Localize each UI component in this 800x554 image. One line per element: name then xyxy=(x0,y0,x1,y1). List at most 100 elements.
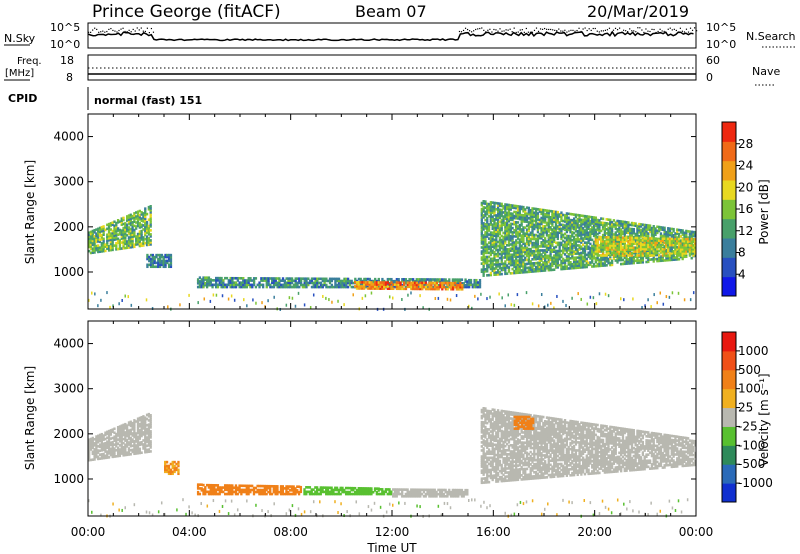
range-gate-cell xyxy=(540,249,543,252)
range-gate-cell xyxy=(424,283,427,287)
range-gate-cell xyxy=(652,227,655,230)
range-gate-cell xyxy=(690,244,693,247)
range-gate-cell xyxy=(215,279,218,282)
range-gate-cell xyxy=(111,442,114,446)
range-gate-cell xyxy=(544,215,547,218)
range-gate-cell xyxy=(437,278,440,281)
range-gate-cell xyxy=(500,242,503,246)
range-gate-cell xyxy=(522,214,525,217)
range-gate-cell xyxy=(491,215,494,218)
range-gate-cell xyxy=(95,246,98,250)
range-gate-cell xyxy=(540,255,543,258)
range-gate-cell xyxy=(381,281,384,284)
range-gate-cell xyxy=(677,245,681,249)
range-gate-cell xyxy=(654,229,657,232)
range-gate-cell xyxy=(231,492,234,496)
range-gate-cell xyxy=(627,236,630,240)
range-gate-cell xyxy=(336,279,339,283)
range-gate-cell xyxy=(534,211,538,215)
range-gate-cell xyxy=(142,431,145,434)
range-gate-cell xyxy=(169,257,173,261)
range-gate-cell xyxy=(536,257,540,261)
range-gate-cell xyxy=(247,277,250,280)
range-gate-cell xyxy=(363,277,366,281)
range-gate-cell xyxy=(533,237,536,241)
range-gate-cell xyxy=(681,241,684,245)
range-gate-cell xyxy=(589,215,592,219)
range-gate-cell xyxy=(325,283,328,287)
range-gate-cell xyxy=(106,436,109,440)
range-gate-cell xyxy=(507,237,511,241)
range-gate-cell xyxy=(100,438,103,442)
range-gate-cell xyxy=(89,241,93,244)
range-gate-cell xyxy=(133,425,136,428)
range-gate-cell xyxy=(677,235,681,238)
range-gate-cell xyxy=(531,211,534,214)
range-gate-cell xyxy=(558,231,561,235)
range-gate-cell xyxy=(578,266,581,269)
range-gate-cell xyxy=(113,228,116,232)
range-gate-cell xyxy=(280,279,283,282)
range-gate-cell xyxy=(457,287,460,291)
range-gate-cell xyxy=(504,213,507,217)
range-gate-cell xyxy=(522,216,525,219)
range-gate-cell xyxy=(531,207,534,210)
range-gate-cell xyxy=(563,214,567,217)
nsearch-point xyxy=(635,31,637,33)
range-gate-cell xyxy=(496,234,500,238)
range-gate-cell xyxy=(524,212,527,215)
range-gate-cell xyxy=(562,257,565,261)
range-gate-cell xyxy=(531,217,534,220)
range-gate-cell xyxy=(294,285,297,289)
range-gate-cell xyxy=(138,443,141,447)
range-gate-cell xyxy=(632,251,635,255)
nsearch-point xyxy=(661,30,663,32)
range-gate-cell xyxy=(243,285,247,289)
range-gate-cell xyxy=(95,453,98,457)
range-gate-cell xyxy=(527,233,531,237)
range-gate-cell xyxy=(158,259,162,263)
range-gate-cell xyxy=(524,214,527,217)
range-gate-cell xyxy=(629,238,632,242)
range-gate-cell xyxy=(636,238,639,242)
range-gate-cell xyxy=(560,219,563,223)
range-gate-cell xyxy=(205,283,209,287)
range-gate-cell xyxy=(562,245,565,249)
range-gate-cell xyxy=(136,232,140,236)
range-gate-cell xyxy=(111,449,114,452)
range-gate-cell xyxy=(592,242,596,246)
range-gate-cell xyxy=(124,236,127,240)
range-gate-cell xyxy=(511,263,514,267)
range-gate-cell xyxy=(289,279,292,283)
range-gate-cell xyxy=(536,230,540,234)
range-gate-cell xyxy=(127,441,131,444)
range-gate-cell xyxy=(127,437,131,440)
range-gate-cell xyxy=(569,240,572,244)
range-gate-cell xyxy=(489,231,493,234)
nsearch-point xyxy=(112,29,114,32)
range-gate-cell xyxy=(102,239,105,243)
range-gate-cell xyxy=(113,451,116,454)
range-gate-cell xyxy=(639,250,643,253)
range-gate-cell xyxy=(656,251,659,255)
range-gate-cell xyxy=(576,219,579,223)
range-gate-cell xyxy=(496,252,500,256)
range-gate-cell xyxy=(296,285,299,289)
range-gate-cell xyxy=(536,214,540,217)
range-gate-cell xyxy=(545,266,549,270)
range-gate-cell xyxy=(692,240,695,243)
range-gate-cell xyxy=(365,279,368,283)
nsearch-point xyxy=(489,28,491,30)
range-gate-cell xyxy=(610,231,614,234)
range-gate-cell xyxy=(122,238,125,242)
range-gate-cell xyxy=(522,226,525,229)
range-gate-cell xyxy=(384,281,388,284)
range-gate-cell xyxy=(667,245,670,249)
range-gate-cell xyxy=(220,490,223,494)
range-gate-cell xyxy=(231,279,234,282)
range-gate-cell xyxy=(435,283,439,287)
range-gate-cell xyxy=(167,464,171,468)
range-gate-cell xyxy=(647,256,650,260)
range-gate-cell xyxy=(426,283,429,287)
range-gate-cell xyxy=(144,223,147,227)
